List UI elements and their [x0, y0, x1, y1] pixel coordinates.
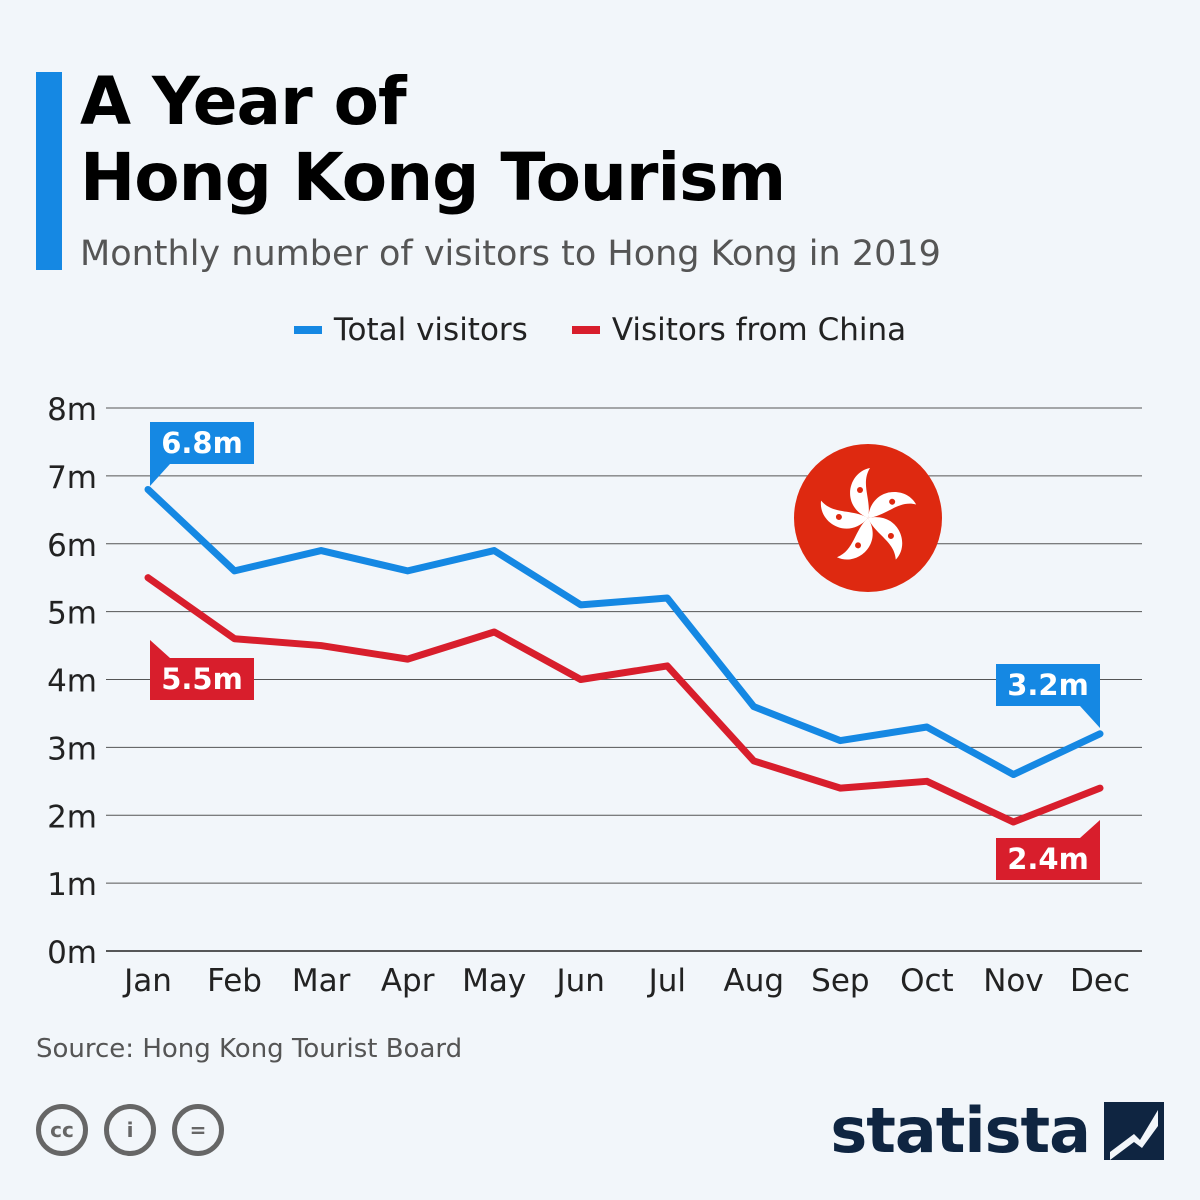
attribution-icon-label: i: [126, 1118, 134, 1142]
flag-petal: [868, 517, 903, 560]
x-tick-label: Jan: [122, 963, 172, 999]
flag-petal-star: [889, 498, 896, 505]
license-icons: cc i =: [36, 1104, 224, 1156]
title-line-2: Hong Kong Tourism: [80, 139, 786, 216]
callout-pointer: [150, 464, 170, 486]
legend-swatch-china: [571, 326, 600, 334]
x-tick-label: Oct: [900, 963, 954, 999]
attribution-icon[interactable]: i: [104, 1104, 156, 1156]
y-tick-label: 5m: [47, 596, 97, 632]
gridlines: [106, 407, 1142, 952]
source-note: Source: Hong Kong Tourist Board: [36, 1034, 463, 1064]
y-tick-label: 8m: [47, 392, 97, 428]
legend-swatch-total: [293, 326, 322, 334]
x-tick-label: May: [462, 963, 526, 999]
callout-text: 6.8m: [161, 426, 243, 460]
y-tick-label: 7m: [47, 460, 97, 496]
flag-petal: [836, 518, 873, 560]
flag-petal-shape: [821, 500, 868, 529]
legend: Total visitors Visitors from China: [0, 312, 1200, 348]
no-derivatives-icon[interactable]: =: [172, 1104, 224, 1156]
accent-bar: [36, 72, 62, 270]
x-axis-tick-labels: Jan Feb Mar Apr May Jun Jul Aug Sep Oct Nov Dec: [122, 963, 1130, 999]
chart-subtitle: Monthly number of visitors to Hong Kong …: [80, 234, 941, 274]
callout-text: 5.5m: [161, 662, 243, 696]
flag-petal-star: [887, 532, 894, 539]
y-axis-tick-labels: 0m 1m 2m 3m 4m 5m 6m 7m 8m: [47, 392, 97, 971]
callout-box: [150, 658, 254, 700]
legend-item-total: Total visitors: [293, 312, 528, 348]
callout-box: [996, 664, 1100, 706]
callout-pointer: [1080, 706, 1100, 728]
y-tick-label: 1m: [47, 867, 97, 903]
flag-petal: [850, 468, 870, 518]
callout-label: 3.2m: [996, 664, 1100, 728]
legend-item-china: Visitors from China: [571, 312, 907, 348]
callout-text: 2.4m: [1007, 842, 1089, 876]
x-tick-label: Feb: [207, 963, 262, 999]
callout-box: [150, 422, 254, 464]
flag-petal: [821, 500, 868, 529]
line-chart: 0m 1m 2m 3m 4m 5m 6m 7m 8m Jan Feb Mar Apr May Jun Jul…: [47, 392, 1142, 999]
x-tick-label: Jul: [647, 963, 686, 999]
flag-petal: [867, 491, 917, 518]
y-tick-label: 2m: [47, 799, 97, 835]
series-line-total: [144, 485, 1104, 779]
x-tick-label: Sep: [811, 963, 869, 999]
flag-petal-star: [835, 513, 842, 520]
x-tick-label: Jun: [555, 963, 605, 999]
callout-pointer: [1080, 820, 1100, 838]
x-tick-label: Aug: [724, 963, 785, 999]
y-tick-label: 4m: [47, 664, 97, 700]
callout-box: [996, 838, 1100, 880]
legend-label-china: Visitors from China: [611, 312, 907, 348]
flag-petal-star: [857, 487, 863, 493]
flag-petal-star: [855, 542, 862, 549]
y-tick-label: 3m: [47, 731, 97, 767]
statista-logo[interactable]: statista: [830, 1094, 1164, 1167]
y-tick-label: 6m: [47, 528, 97, 564]
callout-pointer: [150, 640, 170, 658]
hong-kong-flag-icon: [794, 444, 942, 592]
x-tick-label: Mar: [292, 963, 351, 999]
legend-label-total: Total visitors: [333, 312, 528, 348]
callout-label: 6.8m: [150, 422, 254, 486]
x-tick-label: Nov: [983, 963, 1044, 999]
flag-petal-shape: [868, 517, 903, 560]
title-line-1: A Year of: [80, 63, 407, 140]
flag-petal-shape: [836, 518, 873, 560]
cc-icon-label: cc: [50, 1118, 74, 1142]
series-line-china: [144, 574, 1104, 826]
cc-icon[interactable]: cc: [36, 1104, 88, 1156]
flag-petal-shape: [867, 491, 917, 518]
callout-text: 3.2m: [1007, 668, 1089, 702]
callout-label: 5.5m: [150, 640, 254, 700]
no-derivatives-icon-label: =: [189, 1118, 207, 1142]
data-callouts: 6.8m 5.5m 3.2m 2.4m: [150, 422, 1100, 880]
chart-title: A Year of Hong Kong Tourism: [80, 63, 786, 216]
callout-label: 2.4m: [996, 820, 1100, 880]
series-lines: [144, 485, 1104, 826]
x-tick-label: Apr: [381, 963, 435, 999]
brand-wordmark: statista: [830, 1094, 1091, 1167]
x-tick-label: Dec: [1070, 963, 1130, 999]
flag-petal-shape: [850, 468, 870, 518]
statista-mark-icon: [1104, 1101, 1164, 1160]
y-tick-label: 0m: [47, 935, 97, 971]
